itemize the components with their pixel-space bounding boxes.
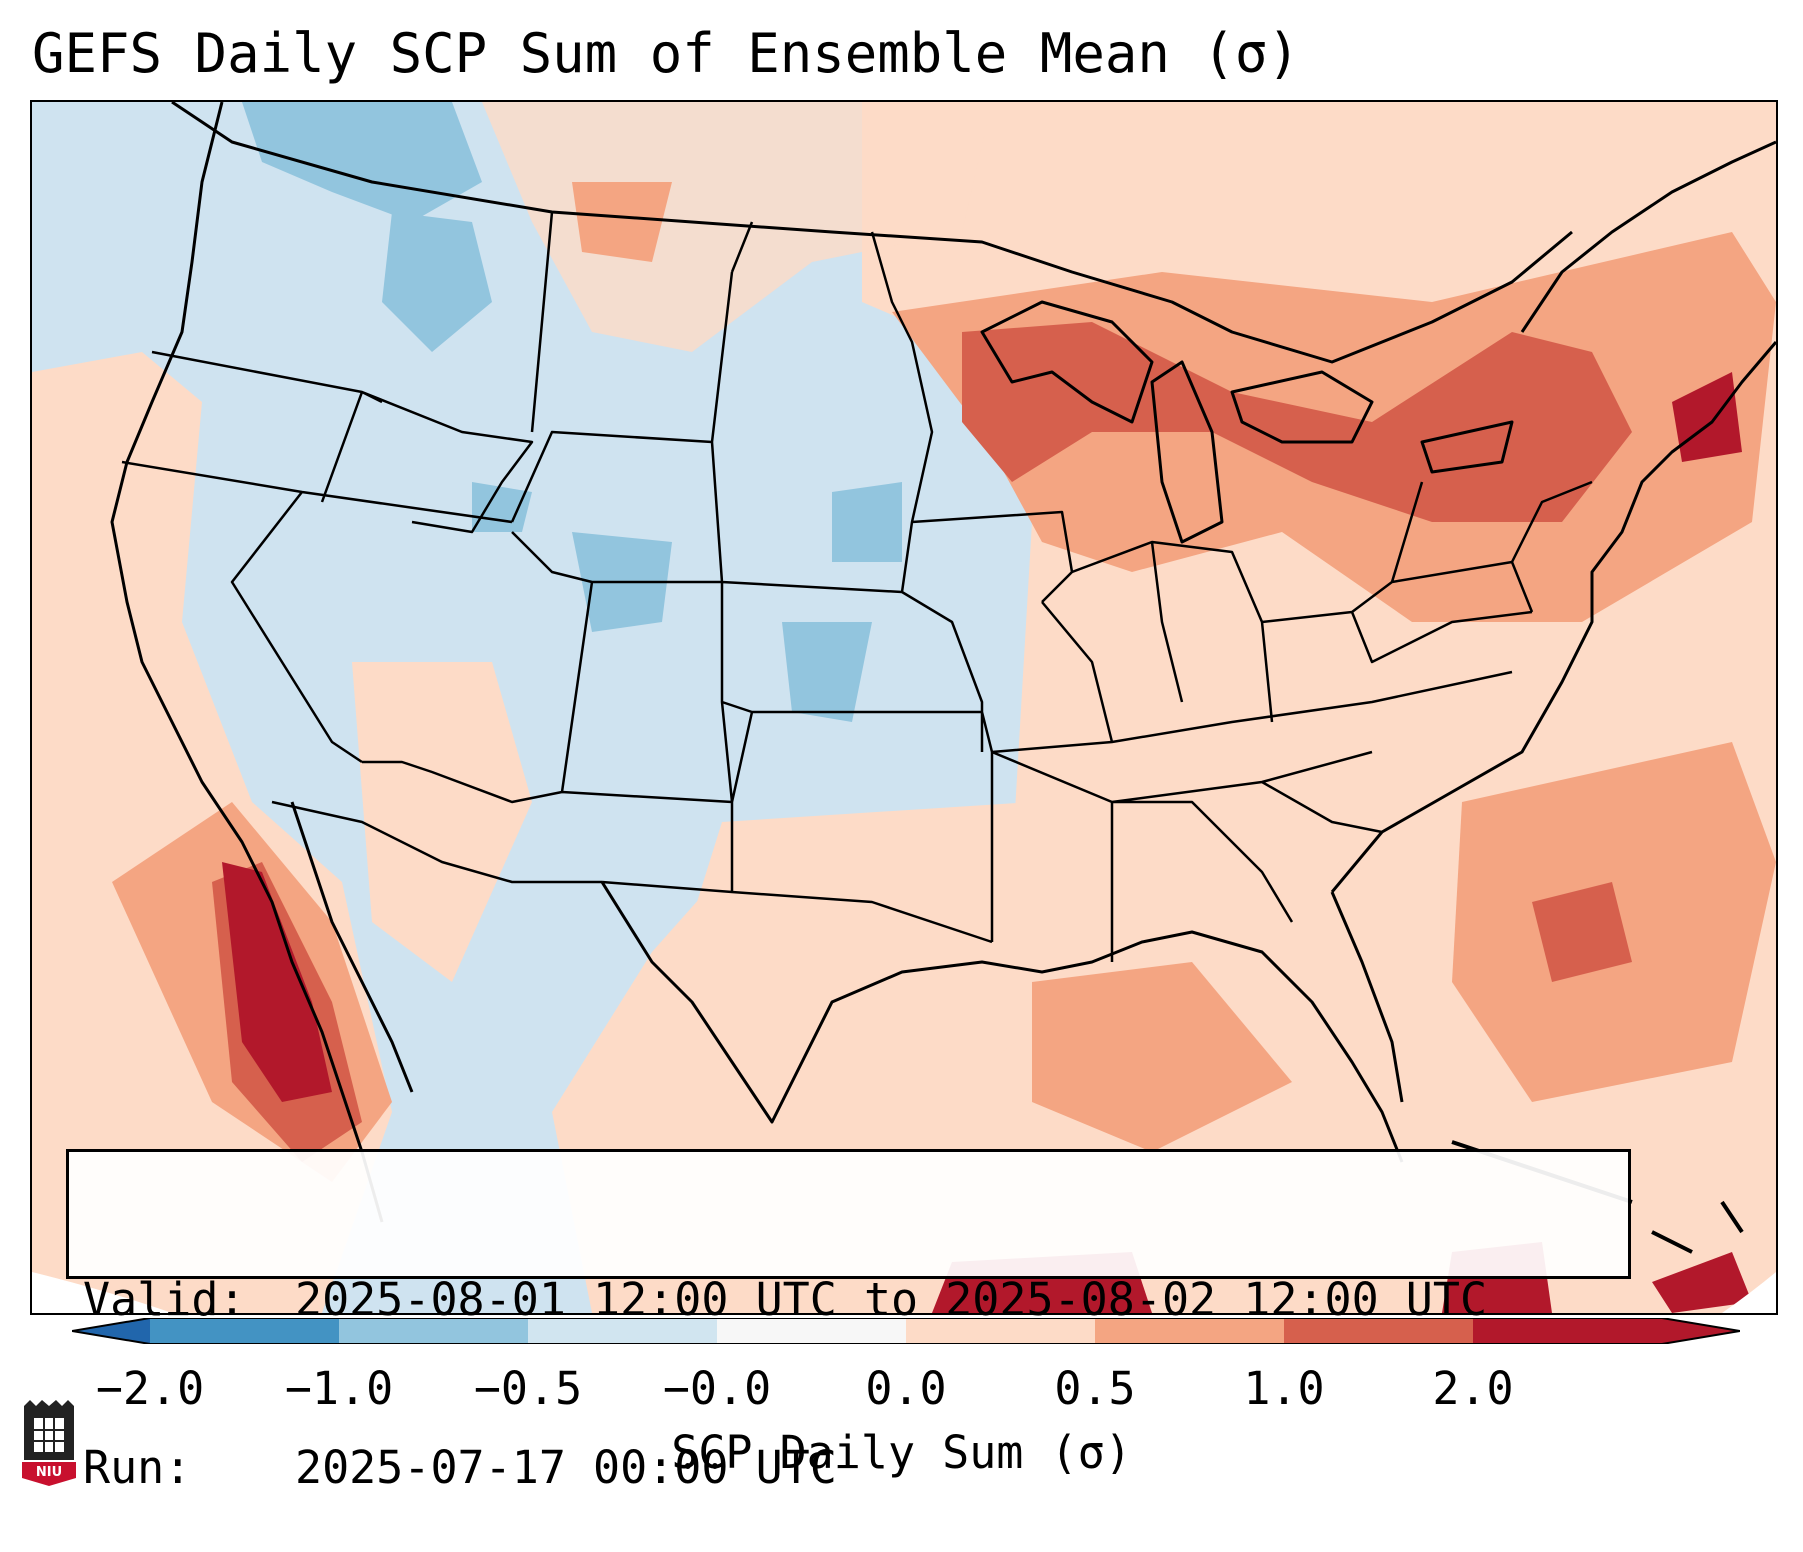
extreme-positive-region — [1652, 1252, 1752, 1313]
great-lakes-outline — [1150, 360, 1224, 544]
state-border — [121, 211, 1593, 962]
colorbar-segment — [906, 1318, 1096, 1344]
colorbar-tick-label: −1.0 — [284, 1362, 394, 1415]
moderate-positive-region — [1032, 962, 1292, 1152]
negative-anomaly-region — [382, 212, 492, 352]
strong-positive-region — [1532, 882, 1632, 982]
info-box: Valid: 2025-08-01 12:00 UTC to 2025-08-02… — [66, 1149, 1631, 1494]
east-coastline — [1330, 341, 1776, 893]
colorbar-segment — [528, 1318, 718, 1344]
colorbar-tick-label: 0.5 — [1054, 1362, 1136, 1415]
run-value: 2025-07-17 00:00 UTC — [295, 1441, 837, 1494]
boundaries — [110, 102, 1776, 1254]
domain-corner — [1722, 1272, 1776, 1313]
map-canvas — [32, 102, 1776, 1313]
baja-coastline — [290, 801, 414, 1093]
run-line: Run: 2025-07-17 00:00 UTC — [83, 1440, 1614, 1496]
northeast-coastline — [1520, 140, 1776, 333]
great-lakes-outline — [1230, 370, 1374, 444]
colorbar-tick-label: −2.0 — [95, 1362, 205, 1415]
positive-anomaly-region — [352, 662, 532, 982]
colorbar-segment — [717, 1318, 907, 1344]
logo-text: NIU — [36, 1465, 62, 1480]
great-lakes-outline — [980, 300, 1154, 424]
negative-anomaly-region — [242, 102, 482, 222]
colorbar-under-arrow — [72, 1318, 150, 1344]
colorbar-segment — [339, 1318, 529, 1344]
colorbar-tick-label: −0.0 — [662, 1362, 772, 1415]
canada-us-border — [171, 102, 1573, 364]
colorbar-segment — [1284, 1318, 1474, 1344]
colorbar-tick-label: 1.0 — [1243, 1362, 1325, 1415]
moderate-positive-region — [572, 182, 672, 262]
colorbar-over-arrow — [1662, 1318, 1740, 1344]
colorbar-segment — [1095, 1318, 1285, 1344]
colorbar-tick-label: −0.5 — [473, 1362, 583, 1415]
positive-anomaly-region — [482, 102, 992, 352]
west-coastline — [110, 102, 384, 1223]
colorbar-segment — [1473, 1318, 1663, 1344]
negative-anomaly-region — [782, 622, 872, 722]
run-label: Run: — [83, 1441, 192, 1494]
colorbar-segment — [150, 1318, 340, 1344]
colorbar-label: SCP Daily Sum (σ) — [671, 1426, 1132, 1479]
anomaly-field — [32, 102, 1776, 1313]
domain-corner — [32, 1272, 172, 1313]
negative-anomaly-region — [832, 482, 902, 562]
gulf-coastline — [600, 881, 1404, 1163]
niu-logo: NIU — [22, 1400, 76, 1486]
florida-coastline — [1330, 891, 1404, 1103]
strong-positive-region — [962, 322, 1632, 522]
extreme-positive-region — [222, 862, 332, 1102]
positive-anomaly-region — [672, 802, 1072, 1102]
mexico-border — [271, 800, 602, 884]
map-title: GEFS Daily SCP Sum of Ensemble Mean (σ) — [32, 22, 1300, 85]
colorbar-tick-label: 0.0 — [865, 1362, 947, 1415]
colorbar-tick-label: 2.0 — [1432, 1362, 1514, 1415]
map-panel — [30, 100, 1778, 1315]
negative-anomaly-region — [472, 482, 532, 532]
colorbar-segments — [150, 1318, 1663, 1344]
colorbar — [72, 1318, 1740, 1344]
great-lakes-outline — [1420, 420, 1514, 474]
